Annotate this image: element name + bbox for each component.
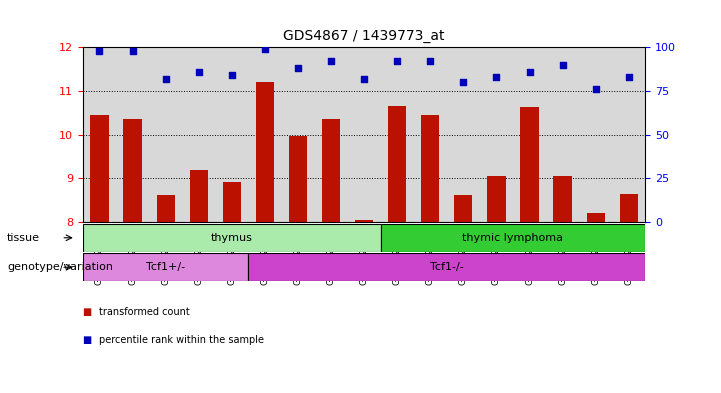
Point <box>523 68 535 75</box>
Bar <box>381 224 645 252</box>
Text: ■: ■ <box>83 307 95 318</box>
Bar <box>289 136 307 222</box>
Bar <box>116 47 149 222</box>
Bar <box>156 195 174 222</box>
Text: genotype/variation: genotype/variation <box>7 262 113 272</box>
Bar <box>281 47 314 222</box>
Bar <box>182 47 216 222</box>
Bar <box>223 182 241 222</box>
Point <box>590 86 601 92</box>
Bar <box>314 47 348 222</box>
Point <box>193 68 205 75</box>
Bar <box>83 47 116 222</box>
Bar <box>348 47 381 222</box>
Bar <box>487 176 505 222</box>
Bar <box>421 115 439 222</box>
Point <box>425 58 436 64</box>
Bar <box>480 47 513 222</box>
Text: percentile rank within the sample: percentile rank within the sample <box>99 335 264 345</box>
Bar <box>388 106 407 222</box>
Text: Tcf1+/-: Tcf1+/- <box>146 262 185 272</box>
Bar <box>248 253 645 281</box>
Bar <box>90 115 109 222</box>
Text: GDS4867 / 1439773_at: GDS4867 / 1439773_at <box>283 29 445 43</box>
Bar <box>190 170 208 222</box>
Bar <box>216 47 248 222</box>
Point <box>259 46 270 52</box>
Bar <box>579 47 612 222</box>
Point <box>292 65 304 71</box>
Bar <box>123 119 141 222</box>
Bar <box>248 47 281 222</box>
Point <box>392 58 403 64</box>
Point <box>458 79 469 85</box>
Bar <box>619 194 638 222</box>
Bar <box>587 213 605 222</box>
Point <box>160 75 172 82</box>
Bar <box>521 108 539 222</box>
Text: ■: ■ <box>83 335 95 345</box>
Point <box>491 74 503 80</box>
Bar <box>149 47 182 222</box>
Text: tissue: tissue <box>7 233 40 243</box>
Bar <box>256 82 274 222</box>
Point <box>557 61 568 68</box>
Bar <box>554 176 572 222</box>
Bar <box>83 253 248 281</box>
Point <box>94 48 105 54</box>
Point <box>358 75 370 82</box>
Point <box>226 72 237 78</box>
Bar <box>612 47 645 222</box>
Point <box>127 48 138 54</box>
Point <box>325 58 337 64</box>
Bar <box>322 119 340 222</box>
Text: Tcf1-/-: Tcf1-/- <box>430 262 464 272</box>
Text: thymus: thymus <box>211 233 253 243</box>
Bar <box>454 195 472 222</box>
Bar <box>414 47 447 222</box>
Bar <box>447 47 480 222</box>
Bar <box>513 47 546 222</box>
Bar <box>546 47 579 222</box>
Point <box>623 74 634 80</box>
Bar <box>83 224 381 252</box>
Bar <box>355 220 373 222</box>
Text: transformed count: transformed count <box>99 307 190 318</box>
Bar <box>381 47 414 222</box>
Text: thymic lymphoma: thymic lymphoma <box>462 233 564 243</box>
